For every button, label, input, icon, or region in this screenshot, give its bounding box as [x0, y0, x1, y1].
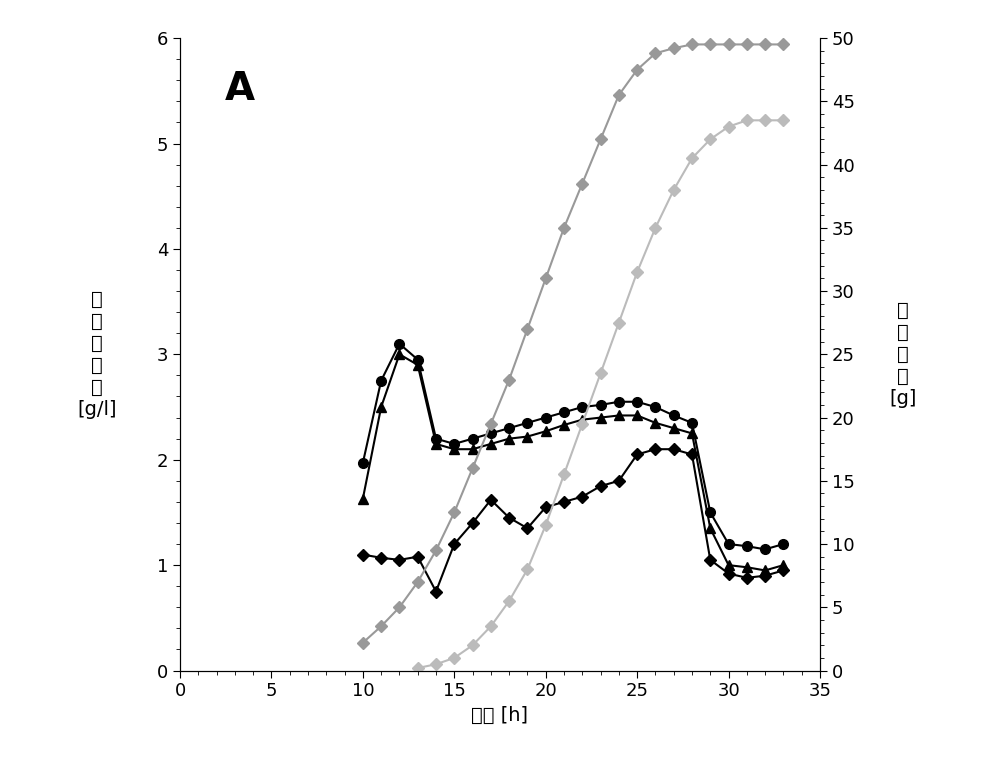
Text: 总
阿
魏
酸
[g]: 总 阿 魏 酸 [g] — [890, 301, 917, 408]
Text: 阿
魏
酸
浓
度
[g/l]: 阿 魏 酸 浓 度 [g/l] — [77, 290, 117, 419]
X-axis label: 时间 [h]: 时间 [h] — [472, 706, 528, 725]
Text: A: A — [225, 69, 255, 107]
